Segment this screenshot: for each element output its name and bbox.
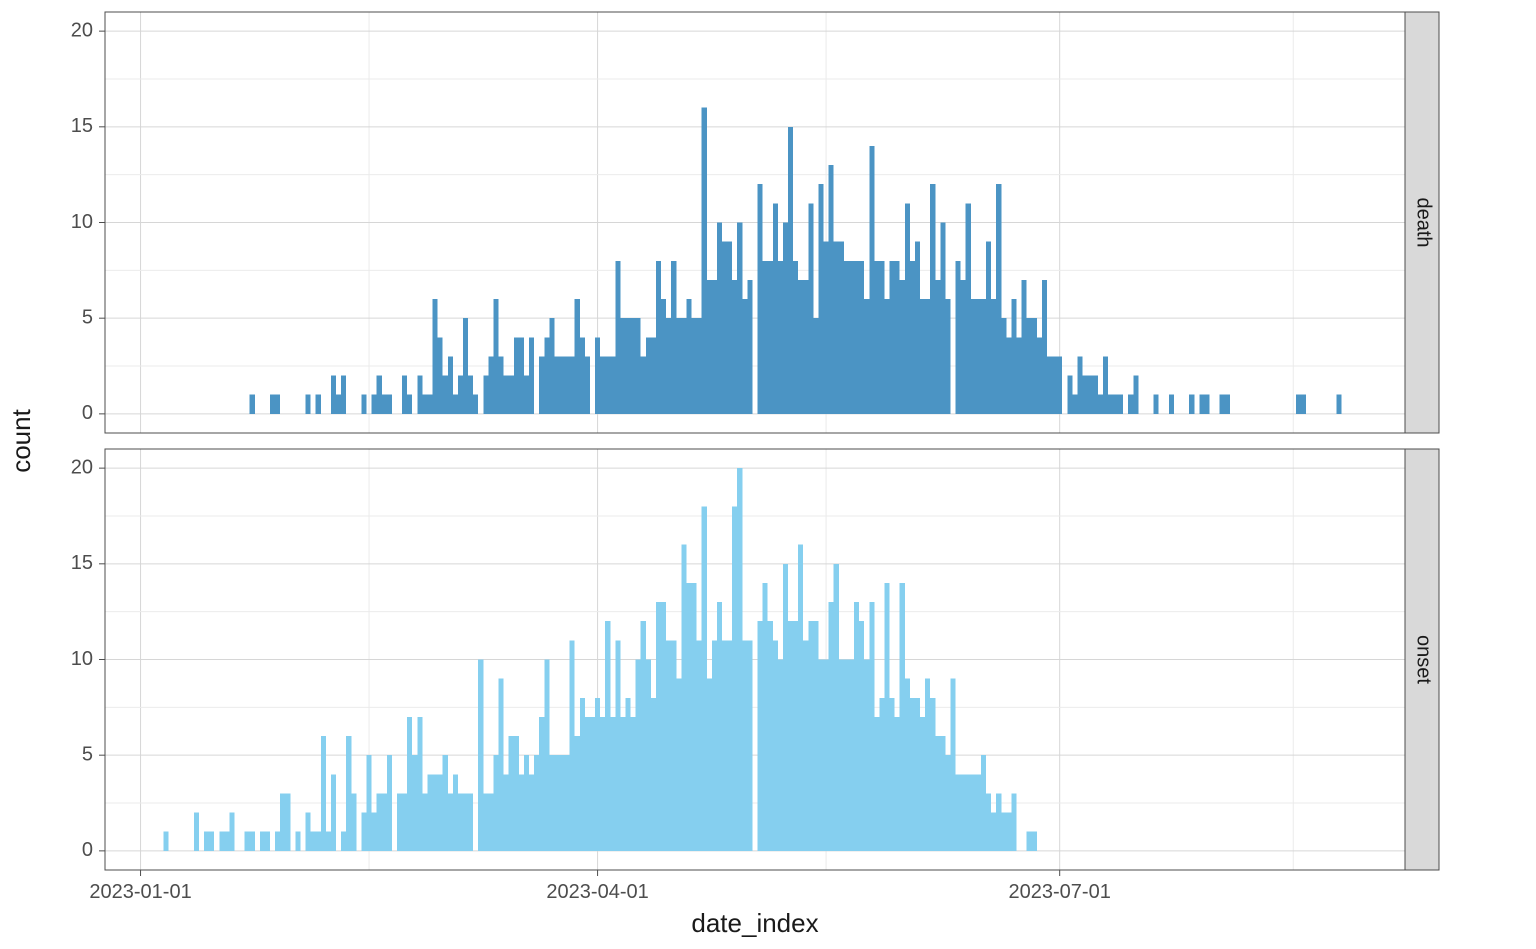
- x-tick-label: 2023-01-01: [89, 881, 191, 903]
- facet-label-death: death: [1413, 197, 1435, 247]
- y-tick-label: 10: [71, 648, 93, 670]
- y-tick-label: 0: [82, 402, 93, 424]
- y-tick-label: 15: [71, 115, 93, 137]
- y-tick-label: 0: [82, 839, 93, 861]
- y-tick-label: 10: [71, 211, 93, 233]
- y-tick-label: 5: [82, 306, 93, 328]
- panel-death: death 0 5 10 15 20: [71, 12, 1439, 433]
- faceted-histogram: count date_index death 0 5 10 15 20 onset 0 5 10 15 2…: [0, 0, 1536, 949]
- x-axis-title: date_index: [691, 908, 818, 938]
- x-tick-label: 2023-04-01: [546, 881, 648, 903]
- y-tick-label: 5: [82, 743, 93, 765]
- facet-label-onset: onset: [1413, 635, 1435, 684]
- panel-onset: onset 0 5 10 15 20 2023-01-01 2023-04-01 2023-07…: [71, 449, 1439, 903]
- y-tick-label: 20: [71, 19, 93, 41]
- y-tick-label: 15: [71, 552, 93, 574]
- y-axis-title: count: [6, 408, 36, 472]
- x-tick-label: 2023-07-01: [1009, 881, 1111, 903]
- y-tick-label: 20: [71, 456, 93, 478]
